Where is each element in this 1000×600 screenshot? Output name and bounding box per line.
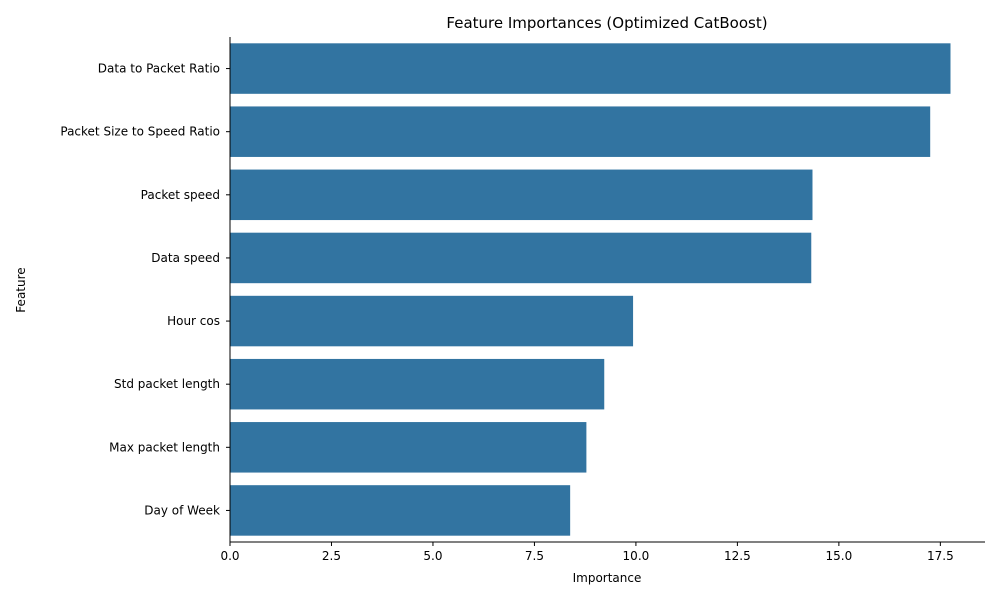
chart-title: Feature Importances (Optimized CatBoost) [446,14,767,32]
bar-0 [230,43,951,94]
y-tick-label: Packet Size to Speed Ratio [60,125,220,139]
bar-2 [230,169,813,221]
bar-3 [230,232,812,284]
x-tick-label: 0.0 [220,549,239,563]
x-tick-label: 2.5 [322,549,341,563]
bar-1 [230,106,931,157]
y-axis-ticks: Data to Packet Ratio Packet Size to Speed… [60,62,230,517]
x-axis-ticks: 0.0 2.5 5.0 7.5 10.0 12.5 15.0 17.5 [220,542,954,563]
bar-6 [230,422,587,473]
y-tick-label: Data to Packet Ratio [98,62,220,76]
x-tick-label: 5.0 [423,549,442,563]
x-tick-label: 7.5 [525,549,544,563]
x-axis-label: Importance [573,571,642,585]
y-tick-label: Hour cos [167,314,220,328]
y-axis-label: Feature [14,267,28,312]
y-tick-label: Std packet length [114,377,220,391]
y-tick-label: Packet speed [141,188,220,202]
bar-7 [230,485,571,536]
x-tick-label: 12.5 [724,549,751,563]
y-tick-label: Max packet length [109,440,220,454]
x-tick-label: 10.0 [623,549,650,563]
bar-5 [230,358,605,410]
x-tick-label: 15.0 [826,549,853,563]
bar-4 [230,295,634,347]
y-tick-label: Day of Week [144,503,220,517]
x-tick-label: 17.5 [927,549,954,563]
y-tick-label: Data speed [151,251,220,265]
bars-group [230,43,951,536]
